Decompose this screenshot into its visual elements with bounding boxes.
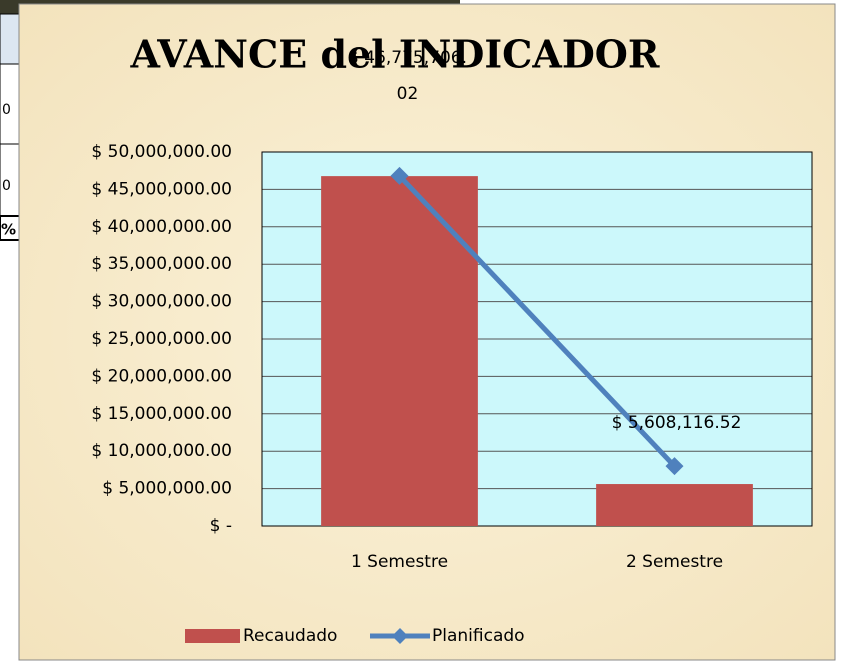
cell-text: %: [1, 221, 16, 239]
y-tick-label: $ 50,000,000.00: [91, 142, 232, 162]
x-tick-label: 1 Semestre: [351, 552, 448, 572]
y-tick-label: $ 5,000,000.00: [102, 479, 232, 499]
y-tick-label: $ 45,000,000.00: [91, 179, 232, 199]
cell: [0, 13, 21, 65]
x-tick-label: 2 Semestre: [626, 552, 723, 572]
y-tick-label: $ -: [210, 516, 232, 536]
y-tick-label: $ 10,000,000.00: [91, 441, 232, 461]
cell-text: 0: [2, 178, 11, 194]
y-tick-label: $ 20,000,000.00: [91, 366, 232, 386]
legend-marker: [392, 628, 408, 644]
data-label: $ 46,775,706.02: [348, 48, 467, 104]
marker: [665, 457, 684, 476]
y-tick-label: $ 35,000,000.00: [91, 254, 232, 274]
bar: [596, 484, 753, 526]
y-tick-label: $ 15,000,000.00: [91, 404, 232, 424]
y-tick-label: $ 25,000,000.00: [91, 329, 232, 349]
legend-label: Recaudado: [243, 626, 337, 646]
y-tick-label: $ 30,000,000.00: [91, 292, 232, 312]
data-label-box: $ 5,608,116.52: [611, 413, 742, 433]
chart-title: AVANCE del INDICADOR: [130, 32, 660, 77]
line: [397, 174, 677, 468]
cell-text: 0: [2, 102, 11, 118]
plot-border: [261, 151, 813, 527]
bar: [321, 176, 478, 526]
marker: [390, 166, 409, 185]
legend-label: Planificado: [432, 626, 525, 646]
data-label: $ 5,608,116.52: [611, 413, 742, 433]
legend-swatch: [185, 629, 240, 643]
data-label-box: $ 46,775,706.02: [348, 48, 467, 104]
y-tick-label: $ 40,000,000.00: [91, 217, 232, 237]
